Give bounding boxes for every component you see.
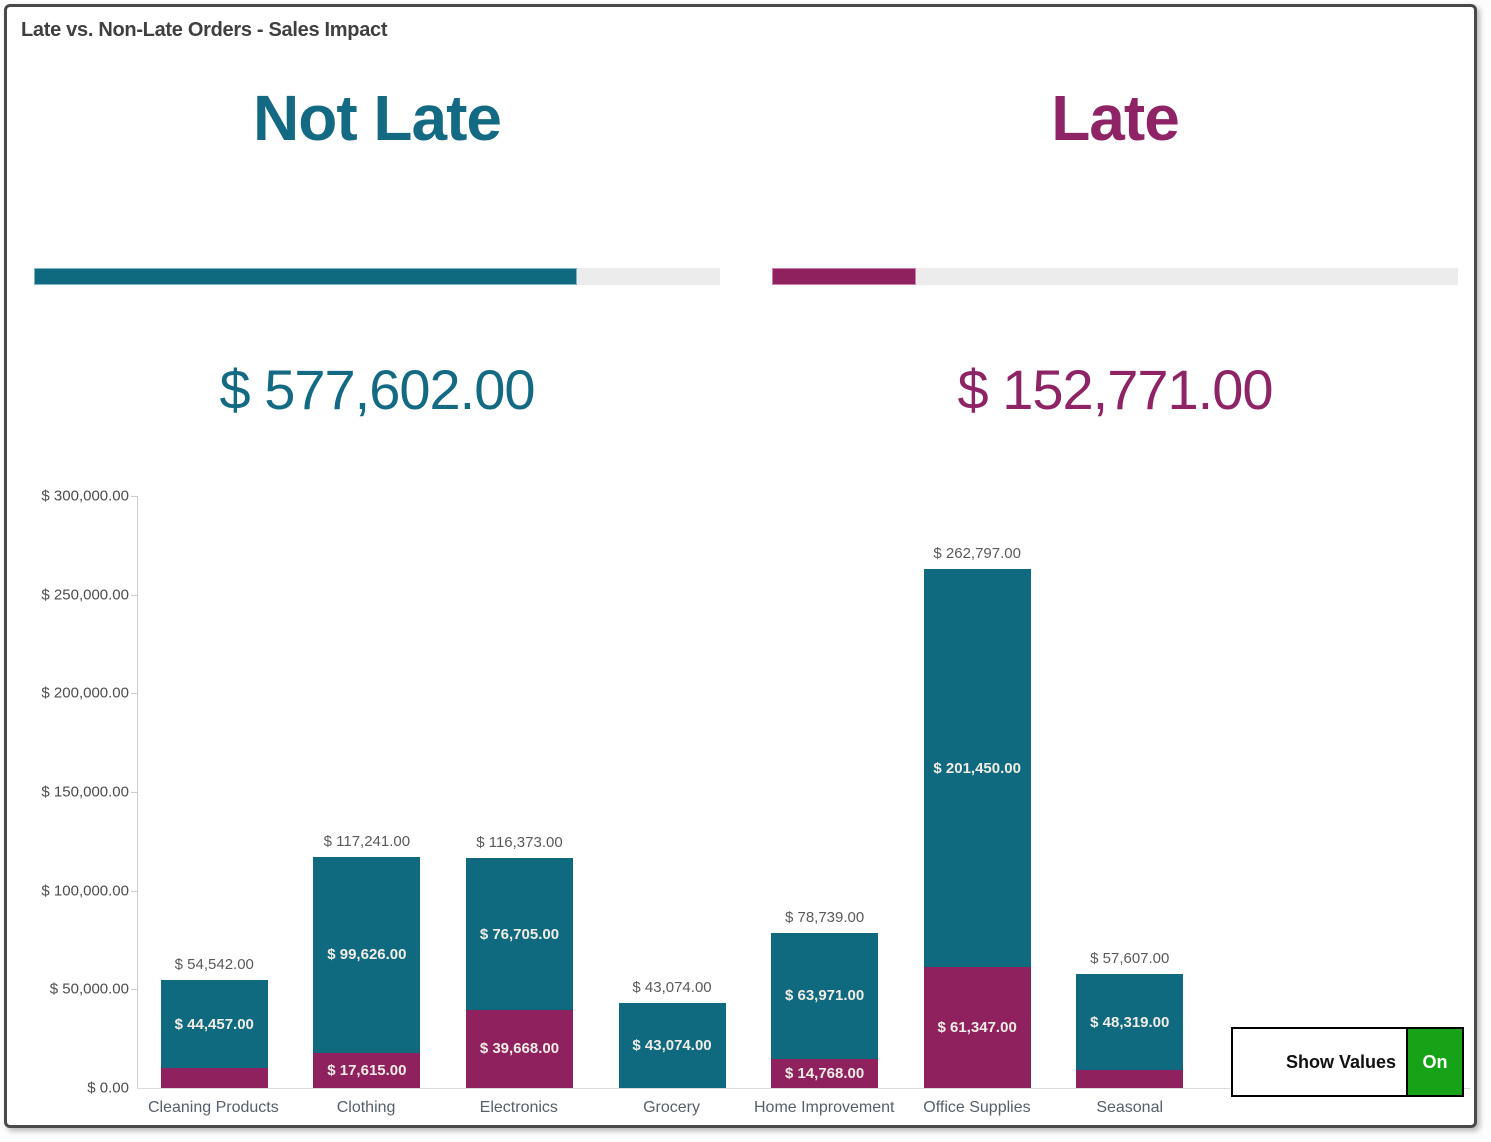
segment-value-label: $ 39,668.00	[479, 1040, 560, 1058]
y-tick-mark	[131, 693, 138, 695]
bar-segment-not-late[interactable]: $ 44,457.00	[160, 980, 268, 1069]
y-axis: $ 300,000.00 $ 250,000.00 $ 200,000.00 $ 15…	[7, 488, 129, 1097]
y-tick-mark	[131, 496, 138, 497]
bar-group: $ 117,241.00 $ 17,615.00 $ 99,626.00	[291, 496, 444, 1088]
segment-value-label: $ 48,319.00	[1090, 1013, 1170, 1031]
bar-total-label: $ 117,241.00	[323, 832, 411, 850]
dashboard-card: Late vs. Non-Late Orders - Sales Impact …	[4, 4, 1477, 1128]
bar-group: $ 57,607.00 $ 48,319.00	[1053, 496, 1206, 1088]
kpi-progress-track	[772, 268, 1458, 285]
stacked-bar: $ 48,319.00	[1076, 974, 1184, 1088]
kpi-progress-fill	[34, 268, 577, 285]
kpi-value: $ 577,602.00	[219, 358, 536, 421]
bar-segment-not-late[interactable]: $ 48,319.00	[1076, 974, 1184, 1070]
segment-value-label: $ 17,615.00	[327, 1062, 407, 1080]
bar-group: $ 116,373.00 $ 39,668.00 $ 76,705.00	[443, 496, 596, 1088]
bar-group: $ 43,074.00 $ 43,074.00	[596, 496, 749, 1088]
stacked-bar: $ 17,615.00 $ 99,626.00	[313, 856, 421, 1088]
bar-total-label: $ 78,739.00	[784, 908, 865, 926]
segment-value-label: $ 99,626.00	[327, 946, 407, 964]
segment-value-label: $ 63,971.00	[784, 987, 865, 1005]
x-axis-category-label: Grocery	[643, 1099, 700, 1116]
y-tick-label: $ 300,000.00	[41, 487, 129, 505]
stacked-bar: $ 61,347.00 $ 201,450.00	[923, 569, 1031, 1088]
bar-segment-late[interactable]: $ 39,668.00	[465, 1009, 573, 1088]
bar-group: $ 78,739.00 $ 14,768.00 $ 63,971.00	[748, 496, 901, 1088]
stacked-bar: $ 14,768.00 $ 63,971.00	[771, 932, 879, 1088]
bar-segment-not-late[interactable]: $ 99,626.00	[313, 856, 421, 1054]
y-tick-label: $ 150,000.00	[41, 783, 129, 801]
segment-value-label: $ 44,457.00	[174, 1015, 254, 1033]
stacked-bar: $ 44,457.00	[160, 980, 268, 1088]
bar-segment-late[interactable]	[1076, 1069, 1184, 1088]
show-values-label[interactable]: Show Values	[1285, 1051, 1396, 1072]
x-axis-category-label: Home Improvement	[753, 1099, 895, 1116]
x-axis-category-label: Office Supplies	[923, 1099, 1031, 1116]
segment-value-label: $ 76,705.00	[479, 925, 560, 943]
segment-value-label: $ 14,768.00	[784, 1064, 865, 1082]
y-tick-label: $ 0.00	[87, 1079, 129, 1097]
bar-total-label: $ 262,797.00	[933, 545, 1021, 563]
y-tick-label: $ 200,000.00	[41, 684, 129, 702]
kpi-progress-fill	[772, 268, 917, 285]
x-axis-category-label: Electronics	[479, 1099, 558, 1116]
x-axis-line	[137, 1088, 1470, 1089]
kpi-late: Late $ 152,771.00	[772, 82, 1458, 445]
bar-segment-late[interactable]	[160, 1068, 268, 1088]
y-tick-label: $ 250,000.00	[41, 586, 129, 604]
plot-area: $ 54,542.00 $ 44,457.00 $ 117,241.00 $ 17,6…	[131, 496, 1206, 1088]
segment-value-label: $ 43,074.00	[632, 1037, 712, 1054]
x-axis-category-label: Seasonal	[1096, 1099, 1164, 1116]
stacked-bar: $ 39,668.00 $ 76,705.00	[465, 858, 573, 1088]
bar-segment-late[interactable]: $ 17,615.00	[313, 1053, 421, 1088]
stacked-bar: $ 43,074.00	[618, 1003, 726, 1088]
bar-total-label: $ 116,373.00	[476, 834, 563, 852]
y-tick-mark	[131, 890, 138, 892]
x-axis-labels: Cleaning Products Clothing Electronics Groc…	[137, 1099, 1206, 1117]
kpi-value: $ 152,771.00	[957, 358, 1274, 421]
y-tick-mark	[131, 792, 138, 793]
x-axis-category-label: Clothing	[336, 1099, 396, 1116]
kpi-not_late: Not Late $ 577,602.00	[34, 82, 720, 445]
bar-segment-not-late[interactable]: $ 76,705.00	[465, 858, 573, 1010]
bar-segment-not-late[interactable]: $ 201,450.00	[923, 569, 1031, 967]
bar-total-label: $ 57,607.00	[1090, 950, 1170, 968]
page-title: Late vs. Non-Late Orders - Sales Impact	[21, 19, 388, 41]
segment-value-label: $ 61,347.00	[937, 1018, 1017, 1036]
segment-value-label: $ 201,450.00	[933, 759, 1021, 777]
bar-total-label: $ 43,074.00	[632, 979, 712, 997]
y-tick-mark	[131, 989, 138, 991]
bar-group: $ 262,797.00 $ 61,347.00 $ 201,450.00	[901, 496, 1054, 1088]
kpi-progress-track	[34, 268, 720, 285]
bar-segment-not-late[interactable]: $ 43,074.00	[618, 1003, 726, 1088]
bar-group: $ 54,542.00 $ 44,457.00	[138, 496, 291, 1088]
kpi-title: Late	[1051, 82, 1180, 154]
bar-total-label: $ 54,542.00	[174, 956, 254, 974]
y-tick-label: $ 100,000.00	[41, 882, 129, 900]
show-values-toggle-on[interactable]: On	[1406, 1029, 1462, 1095]
bar-segment-late[interactable]: $ 61,347.00	[923, 966, 1031, 1088]
kpi-title: Not Late	[253, 82, 502, 154]
x-axis-category-label: Cleaning Products	[147, 1099, 279, 1116]
bar-segment-not-late[interactable]: $ 63,971.00	[771, 932, 879, 1059]
y-tick-mark	[131, 594, 138, 596]
bar-segment-late[interactable]: $ 14,768.00	[771, 1058, 879, 1088]
y-tick-label: $ 50,000.00	[49, 980, 129, 998]
show-values-button[interactable]: Show Values On	[1231, 1027, 1464, 1097]
